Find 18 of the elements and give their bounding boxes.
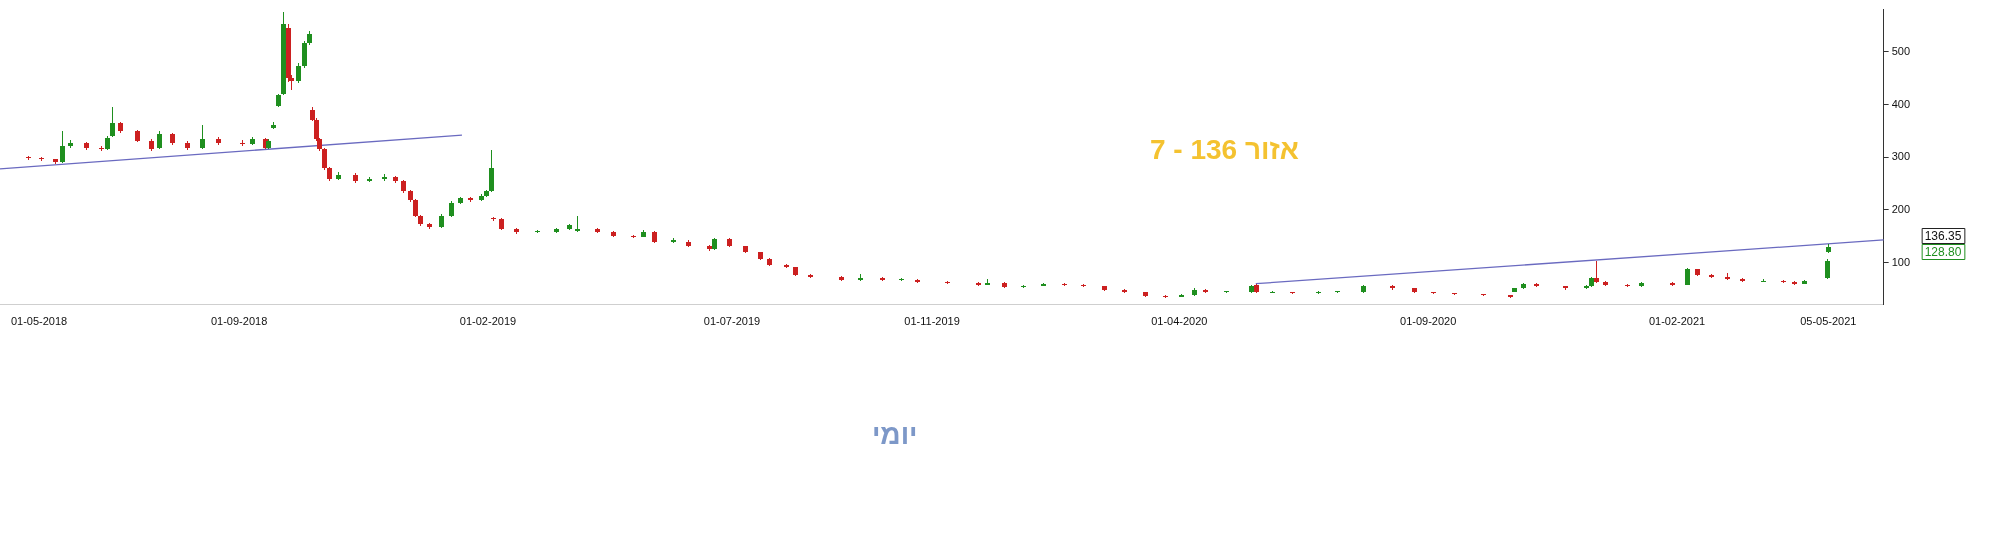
x-tick-label: 01-02-2019: [459, 315, 517, 328]
x-tick-label: 05-05-2021: [1800, 315, 1857, 328]
x-tick-label: 01-07-2019: [703, 315, 761, 328]
y-tick-label: 200: [1891, 202, 1911, 215]
x-tick-label: 01-11-2019: [904, 315, 960, 328]
annotation: אזור 136 - 7: [1149, 134, 1299, 166]
text: 136.35: [1924, 229, 1962, 244]
y-tick-label: 100: [1891, 255, 1911, 268]
x-tick-label: 01-05-2018: [10, 315, 68, 328]
y-tick-label: 500: [1891, 44, 1911, 57]
x-tick-label: 01-09-2020: [1400, 315, 1457, 328]
x-tick-label: 01-04-2020: [1151, 315, 1208, 328]
text: יומי: [871, 418, 918, 450]
y-tick-label: 400: [1891, 97, 1911, 110]
y-tick-label: 300: [1891, 150, 1911, 163]
text: 128.80: [1924, 245, 1962, 260]
x-tick-label: 01-09-2018: [210, 315, 268, 328]
x-tick-label: 01-02-2021: [1648, 315, 1706, 328]
